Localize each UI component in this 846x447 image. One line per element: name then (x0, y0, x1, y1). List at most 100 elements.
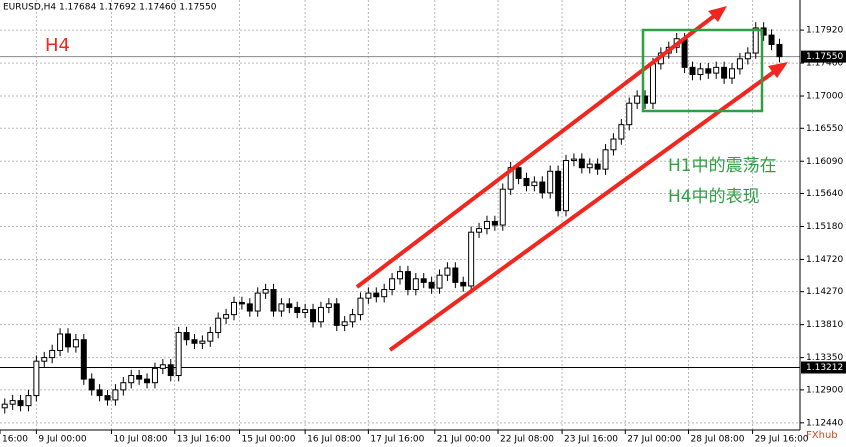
candle-body (507, 167, 514, 190)
candle-body (649, 63, 656, 104)
candle-body (278, 303, 285, 312)
candle-body (96, 389, 103, 397)
candle-body (207, 332, 214, 342)
marks-layer (1, 22, 783, 414)
x-tick-label: 29 Jul 16:00 (755, 435, 809, 445)
price-label-box (801, 50, 846, 63)
x-tick-label: 22 Jul 08:00 (500, 435, 554, 445)
candle-body (626, 102, 633, 126)
candle-body (286, 303, 293, 308)
x-tick-label: 28 Jul 08:00 (691, 435, 745, 445)
candle-body (436, 274, 443, 289)
candle-body (381, 289, 388, 298)
x-tick-label: 27 Jul 00:00 (627, 435, 681, 445)
candle-body (341, 321, 348, 326)
candle-body (578, 158, 585, 169)
range-box (641, 28, 764, 113)
candle-body (570, 158, 577, 162)
candle-body (159, 364, 166, 369)
candle-body (397, 271, 403, 280)
candle-body (412, 278, 419, 291)
candle-body (697, 68, 704, 76)
candle-body (721, 66, 728, 79)
y-tick-label: 1.14720 (806, 255, 843, 265)
candle-body (270, 289, 277, 312)
candle-body (72, 339, 79, 348)
price-label: 1.13212 (806, 363, 843, 373)
candle-body (491, 220, 498, 226)
candle-body (333, 303, 340, 326)
x-tick-label: 10 Jul 08:00 (113, 435, 167, 445)
candle-body (428, 281, 435, 289)
candle-body (215, 317, 222, 334)
candle-body (634, 95, 641, 104)
candle-body (262, 289, 269, 294)
candle-body (223, 314, 230, 319)
annotation: H1中的震荡在 (668, 156, 777, 176)
y-tick-label: 1.16550 (806, 124, 843, 134)
candle-body (64, 333, 71, 348)
candle-body (57, 333, 64, 351)
chart-title: EURUSD,H4 1.17684 1.17692 1.17460 1.1755… (3, 3, 217, 13)
x-tick-label: 16 Jul 08:00 (307, 435, 361, 445)
candle-body (586, 163, 593, 169)
candle-body (713, 66, 720, 74)
candle-body (302, 309, 309, 313)
candle-body (460, 281, 467, 287)
y-tick-label: 1.17000 (806, 92, 843, 102)
candle-body (183, 332, 190, 341)
candle-body (120, 382, 127, 391)
candle-body (175, 332, 182, 377)
candle-body (420, 278, 427, 283)
candle-body (689, 66, 696, 76)
candle-body (128, 375, 135, 384)
y-tick-label: 1.12900 (806, 385, 843, 395)
y-tick-label: 1.12440 (806, 418, 843, 428)
candle-body (17, 400, 24, 407)
x-tick-label: 17 Jul 16:00 (370, 435, 424, 445)
candle-body (499, 188, 506, 226)
candle-body (88, 378, 95, 391)
candle-body (246, 303, 253, 312)
price-label-box (801, 361, 846, 374)
candle-body (9, 400, 16, 405)
trend-arrow (355, 8, 724, 289)
candle-body (151, 367, 158, 384)
candle-body (468, 231, 475, 287)
candle-body (325, 303, 332, 308)
candle-body (744, 52, 751, 60)
candle-body (523, 177, 530, 187)
candle-body (594, 163, 601, 170)
candle-body (602, 149, 609, 170)
x-tick-label: 16:00 (2, 435, 28, 445)
candle-body (752, 27, 759, 54)
candle-body (1, 403, 8, 409)
watermark: FXhub (806, 430, 838, 441)
candle-body (776, 43, 783, 58)
candle-body (294, 306, 301, 313)
candle-body (476, 228, 483, 233)
candle-body (49, 349, 56, 359)
candle-body (444, 267, 451, 276)
y-tick-label: 1.15180 (806, 222, 843, 232)
candle-body (768, 34, 775, 45)
x-tick-label: 15 Jul 00:00 (242, 435, 296, 445)
x-tick-label: 13 Jul 16:00 (177, 435, 231, 445)
candle-body (144, 378, 151, 384)
candle-body (33, 360, 40, 397)
candle-body (230, 301, 237, 316)
candle-body (199, 340, 206, 344)
candle-body (136, 375, 143, 380)
grid-layer (0, 0, 800, 430)
x-tick-label: 23 Jul 16:00 (564, 435, 618, 445)
candle-body (547, 170, 554, 194)
candle-body (681, 38, 688, 68)
candle-body (104, 395, 111, 401)
x-tick-label: 21 Jul 00:00 (437, 435, 491, 445)
candle-body (483, 220, 490, 230)
candle-body (389, 278, 396, 291)
candle-body (705, 68, 712, 74)
candle-body (531, 181, 538, 187)
candle-body (349, 314, 356, 323)
